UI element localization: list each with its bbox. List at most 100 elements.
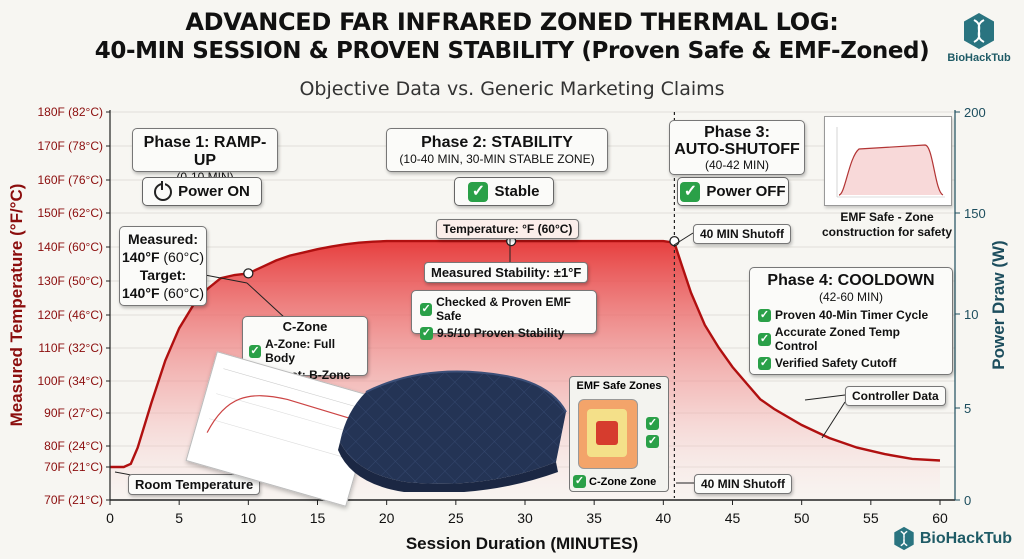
x-tick-label: 45 [725,510,741,526]
check-icon: ✓ [758,308,771,322]
left-tick-label: 70F (21°C) [44,493,103,507]
czone-item-1: ✓ A-Zone: Full Body [249,337,361,365]
x-tick-label: 30 [517,510,533,526]
inset-curve [836,127,945,198]
czone-title: C-Zone [282,319,328,334]
emf-inset-chart [824,116,952,206]
dna-hex-icon [894,526,914,551]
shutoff-label-top: 40 MIN Shutoff [693,224,791,244]
blanket-image [338,370,567,492]
x-axis-ticks: 0 5 10 15 20 25 30 35 40 45 50 55 60 [106,500,948,526]
phase2-box: Phase 2: STABILITY (10-40 MIN, 30-MIN ST… [386,128,608,172]
emf-zones-footer-text: C-Zone Zone [589,475,657,488]
phase4-range: (42-60 MIN) [818,290,883,304]
check-icon: ✓ [758,332,771,346]
right-tick-label: 0 [964,493,971,508]
measured-target-box: Measured: 140°F (60°C) Target: 140°F (60… [119,226,207,306]
measured-value-c: (60°C) [159,249,204,265]
x-tick-label: 20 [379,510,395,526]
x-tick-label: 55 [863,510,879,526]
x-tick-label: 10 [241,510,257,526]
left-tick-label: 170F (78°C) [38,139,104,153]
emf-zones-title: EMF Safe Zones [576,380,662,392]
check-icon: ✓ [249,344,262,358]
emf-inner-zone [596,421,618,445]
czone-item-1-text: A-Zone: Full Body [265,337,336,365]
phase3-title-2: AUTO-SHUTOFF [674,141,800,158]
left-tick-label: 180F (82°C) [38,105,104,119]
emf-middle-zone [587,409,627,457]
right-tick-label: 10 [964,307,978,322]
right-axis-ticks: 0 5 10 150 200 [955,105,986,508]
proof-item-1-text: Checked & Proven EMF Safe [436,295,571,323]
dna-hex-icon [964,13,994,49]
check-icon: ✓ [758,356,771,370]
target-value: 140°F [121,285,160,301]
brand-logo-bottom: BioHackTub [893,526,1012,551]
printout-image [185,351,378,507]
phase1-title: Phase 1: RAMP-UP [143,134,267,169]
left-tick-label: 110F (32°C) [38,341,103,355]
brand-name: BioHackTub [947,52,1011,64]
controller-data-label: Controller Data [845,386,946,406]
x-tick-label: 60 [932,510,948,526]
phase4-item-3-text: Verified Safety Cutoff [775,356,897,370]
phase2-range: (10-40 MIN, 30-MIN STABLE ZONE) [399,152,595,166]
phase4-item-2-text: Accurate Zoned Temp Control [774,325,900,353]
left-tick-label: 150F (62°C) [38,206,104,220]
power-icon [154,180,173,201]
phase4-item-2: ✓ Accurate Zoned Temp Control [758,325,944,353]
stable-badge: ✓ Stable [454,177,554,206]
power-on-badge: Power ON [142,177,262,206]
phase1-box: Phase 1: RAMP-UP (0-10 MIN) [132,128,278,184]
stability-label: Measured Stability: ±1°F [424,262,589,283]
phase3-range: (40-42 MIN) [704,158,769,172]
temperature-label: Temperature: °F (60°C) [436,219,580,239]
check-icon: ✓ [420,302,433,316]
emf-outer-zone [578,399,638,469]
data-marker [243,268,254,279]
title-line-2: 40-MIN SESSION & PROVEN STABILITY (Prove… [94,38,930,64]
check-icon: ✓ [680,181,701,202]
check-icon: ✓ [420,326,433,340]
left-tick-label: 90F (27°C) [44,406,103,420]
x-tick-label: 25 [448,510,464,526]
left-tick-label: 160F (76°C) [38,173,104,187]
proof-item-2: ✓ 9.5/10 Proven Stability [420,326,588,340]
measured-label: Measured: [127,231,199,247]
inset-caption: EMF Safe - Zone construction for safety [821,210,953,239]
x-axis-label: Session Duration (MINUTES) [406,534,638,553]
room-temperature-label: Room Temperature [128,474,261,495]
right-tick-label: 150 [964,206,986,221]
title-line-1: ADVANCED FAR INFRARED ZONED THERMAL LOG: [185,8,839,36]
check-icon: ✓ [573,475,586,488]
proof-box: ✓ Checked & Proven EMF Safe ✓ 9.5/10 Prove… [411,290,597,340]
phase2-title: Phase 2: STABILITY [421,134,573,151]
x-tick-label: 5 [175,510,183,526]
phase4-title: Phase 4: COOLDOWN [767,272,935,289]
left-tick-label: 140F (60°C) [38,240,104,254]
target-value-c: (60°C) [159,285,204,301]
printout-graph [206,368,363,459]
power-off-label: Power OFF [706,183,786,200]
emf-zones-footer: ✓ C-Zone Zone [573,475,656,488]
phase4-item-3: ✓ Verified Safety Cutoff [758,356,944,370]
phase3-box: Phase 3: AUTO-SHUTOFF (40-42 MIN) [669,120,805,175]
power-on-label: Power ON [178,183,250,200]
x-tick-label: 40 [656,510,672,526]
phase4-item-1: ✓ Proven 40-Min Timer Cycle [758,308,944,322]
x-tick-label: 15 [310,510,326,526]
stable-label: Stable [494,183,540,200]
brand-logo-top: BioHackTub [944,12,1014,64]
brand-name-bottom: BioHackTub [919,529,1012,547]
left-tick-label: 120F (46°C) [38,308,104,322]
proof-item-1: ✓ Checked & Proven EMF Safe [420,295,588,323]
subtitle: Objective Data vs. Generic Marketing Cla… [299,78,725,100]
x-tick-label: 50 [794,510,810,526]
shutoff-label-bottom: 40 MIN Shutoff [694,474,792,494]
proof-item-2-text: 9.5/10 Proven Stability [437,326,565,340]
left-tick-label: 70F (21°C) [44,460,103,474]
emf-safe-zones-panel: EMF Safe Zones ✓ ✓ ✓ C-Zone Zone [569,376,669,492]
target-label: Target: [139,267,187,283]
x-tick-label: 0 [106,510,114,526]
